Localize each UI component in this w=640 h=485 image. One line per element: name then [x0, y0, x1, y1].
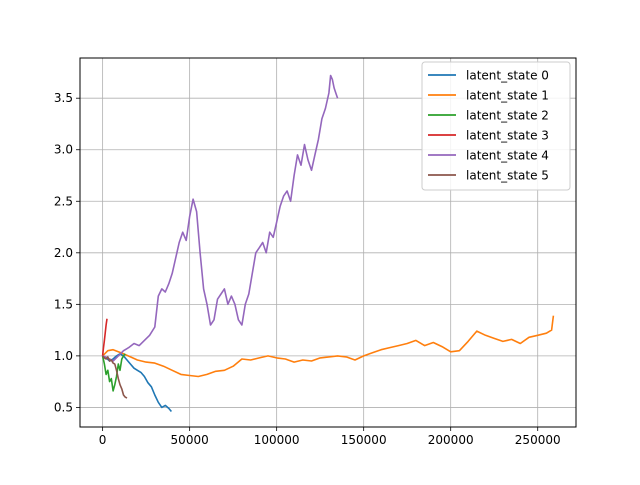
- series-line-latent-state-3: [101, 318, 108, 356]
- y-tick-label: 2.5: [54, 194, 73, 208]
- legend-label: latent_state 3: [466, 129, 549, 143]
- y-tick-label: 3.0: [54, 143, 73, 157]
- legend-label: latent_state 4: [466, 149, 549, 163]
- x-tick-label: 250000: [515, 433, 561, 447]
- legend-label: latent_state 2: [466, 109, 549, 123]
- x-tick-label: 50000: [171, 433, 209, 447]
- legend-label: latent_state 1: [466, 89, 549, 103]
- legend-box: [421, 61, 571, 191]
- y-tick-label: 2.0: [54, 246, 73, 260]
- y-tick-label: 1.0: [54, 349, 73, 363]
- y-tick-label: 1.5: [54, 297, 73, 311]
- x-tick-label: 200000: [428, 433, 474, 447]
- legend-label: latent_state 0: [466, 69, 549, 83]
- grid: [80, 58, 576, 427]
- plot-frame: [79, 57, 577, 428]
- y-tick-label: 0.5: [54, 400, 73, 414]
- y-tick-label: 3.5: [54, 91, 73, 105]
- legend: latent_state 0 latent_state 1 latent_state…: [421, 61, 571, 191]
- series-line-latent-state-4: [102, 74, 339, 362]
- series-line-latent-state-5: [102, 355, 128, 399]
- series-line-latent-state-0: [102, 352, 173, 413]
- series-line-latent-state-1: [102, 315, 555, 378]
- series-layer: [101, 74, 555, 413]
- series-line-latent-state-2: [101, 353, 126, 392]
- legend-label: latent_state 5: [466, 169, 549, 183]
- x-tick-label: 0: [99, 433, 107, 447]
- x-tick-label: 100000: [254, 433, 300, 447]
- axes: 0 50000 100000 150000 200000 250000 0.5 1.0 1.5 2…: [54, 91, 561, 447]
- x-tick-label: 150000: [341, 433, 387, 447]
